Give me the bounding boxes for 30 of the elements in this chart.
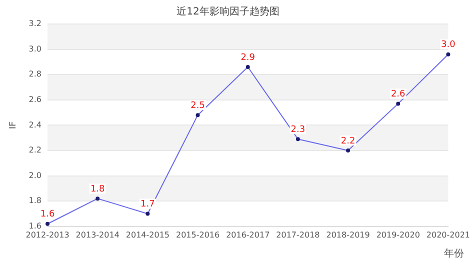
y-tick-label: 2.6: [28, 94, 42, 104]
data-label: 1.8: [90, 184, 106, 194]
x-tick-label: 2016-2017: [226, 230, 270, 240]
data-label: 2.6: [390, 90, 406, 100]
y-tick-label: 2.4: [28, 120, 42, 130]
y-tick-label: 3.0: [28, 44, 42, 54]
x-tick-label: 2017-2018: [276, 230, 320, 240]
x-tick-label: 2020-2021: [426, 230, 470, 240]
data-label: 1.7: [140, 200, 155, 210]
data-label: 3.0: [441, 40, 456, 50]
x-tick-label: 2012-2013: [26, 230, 70, 240]
y-tick-label: 2.8: [28, 70, 42, 79]
y-tick-label: 1.8: [28, 196, 42, 206]
data-label: 2.5: [190, 100, 205, 111]
y-axis-title: IF: [8, 121, 19, 130]
x-tick-label: 2014-2015: [126, 230, 170, 240]
x-tick-label: 2013-2014: [76, 230, 120, 240]
x-tick-label: 2018-2019: [326, 230, 370, 240]
x-tick-label: 2015-2016: [176, 230, 220, 240]
y-tick-label: 3.2: [28, 19, 42, 28]
y-tick-label: 2.2: [28, 146, 42, 155]
data-label: 2.2: [340, 136, 356, 146]
data-label: 2.3: [290, 124, 306, 135]
data-label: 2.9: [240, 52, 256, 63]
y-tick-label: 1.6: [28, 221, 42, 230]
y-tick-label: 2.0: [28, 170, 42, 180]
x-axis-title: 年份: [444, 248, 464, 260]
data-label: 1.6: [40, 210, 55, 220]
x-tick-label: 2019-2020: [376, 230, 420, 240]
chart-title: 近12年影响因子趋势图: [176, 6, 280, 18]
